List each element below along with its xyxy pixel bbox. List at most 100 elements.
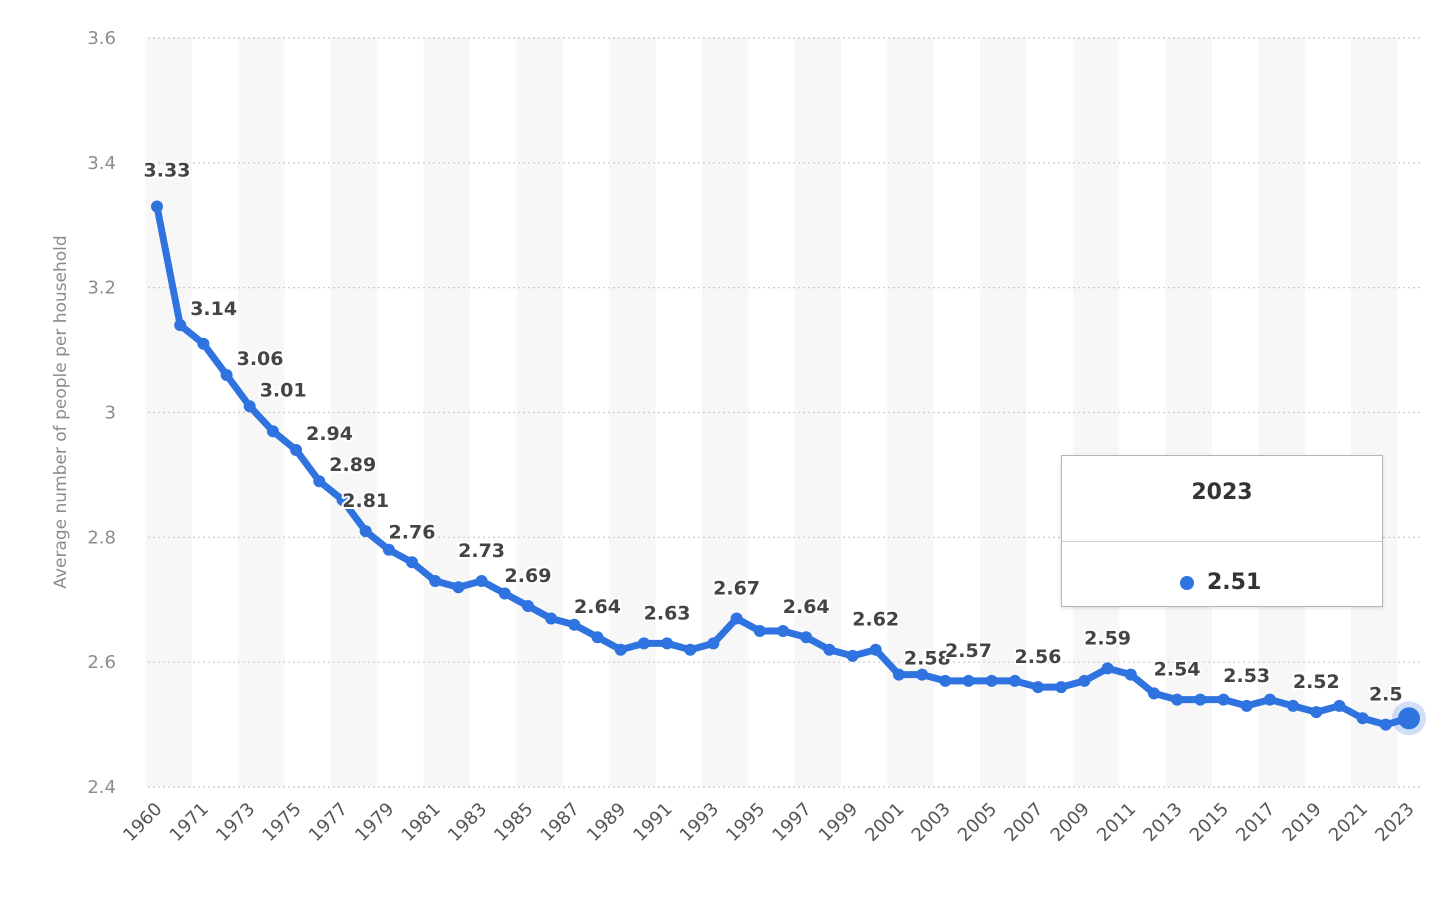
tooltip-value: 2.51 — [1207, 570, 1262, 595]
x-tick-label: 1975 — [258, 799, 305, 846]
data-point[interactable] — [1078, 674, 1091, 687]
data-point[interactable] — [1379, 718, 1392, 731]
tooltip-title: 2023 — [1191, 480, 1253, 505]
data-point[interactable] — [406, 556, 418, 569]
highlighted-point[interactable] — [1398, 707, 1420, 730]
data-point[interactable] — [151, 200, 163, 213]
data-point[interactable] — [1240, 699, 1253, 712]
data-point[interactable] — [1217, 693, 1230, 706]
data-point[interactable] — [1333, 699, 1346, 712]
data-point[interactable] — [475, 575, 488, 587]
x-tick-label: 2021 — [1325, 799, 1372, 846]
x-tick-label: 1971 — [166, 799, 213, 846]
y-tick-label: 3 — [105, 403, 116, 424]
data-label: 2.63 — [644, 602, 691, 624]
data-point[interactable] — [568, 618, 581, 631]
data-point[interactable] — [846, 649, 859, 662]
x-tick-label: 1991 — [629, 799, 676, 846]
data-point[interactable] — [545, 612, 558, 625]
x-tick-label: 2003 — [908, 799, 955, 846]
x-tick-label: 1997 — [768, 799, 815, 846]
data-point[interactable] — [1171, 693, 1184, 706]
data-point[interactable] — [730, 612, 743, 625]
x-tick-label: 1989 — [583, 799, 630, 846]
data-point[interactable] — [266, 425, 279, 438]
x-tick-label: 2023 — [1371, 799, 1418, 846]
data-point[interactable] — [1032, 681, 1044, 694]
data-point[interactable] — [753, 625, 766, 637]
background-band — [1072, 38, 1120, 787]
data-point[interactable] — [1101, 662, 1114, 675]
data-point[interactable] — [1148, 687, 1160, 700]
data-point[interactable] — [962, 674, 975, 687]
y-tick-label: 2.4 — [87, 777, 116, 798]
x-tick-label: 1985 — [490, 799, 537, 846]
data-point[interactable] — [313, 475, 326, 488]
data-point[interactable] — [1263, 693, 1276, 706]
x-tick-label: 1993 — [676, 799, 723, 846]
x-tick-label: 1995 — [722, 799, 769, 846]
x-tick-label: 2001 — [861, 799, 908, 846]
data-point[interactable] — [1287, 699, 1300, 712]
series-dot-icon — [1180, 575, 1194, 590]
data-point[interactable] — [290, 444, 303, 456]
x-tick-label: 1981 — [398, 799, 445, 846]
x-tick-label: 2019 — [1279, 799, 1326, 846]
data-point[interactable] — [1055, 681, 1068, 694]
data-point[interactable] — [197, 337, 210, 350]
data-point[interactable] — [916, 668, 929, 681]
y-tick-label: 3.4 — [87, 153, 116, 174]
data-point[interactable] — [452, 581, 465, 594]
x-tick-label: 1960 — [119, 799, 166, 846]
x-tick-label: 1973 — [212, 799, 259, 846]
data-point[interactable] — [777, 625, 789, 637]
data-label: 3.33 — [144, 160, 191, 182]
data-point[interactable] — [985, 674, 998, 687]
data-point[interactable] — [429, 575, 442, 587]
data-label: 2.58 — [904, 648, 951, 670]
x-tick-label: 2005 — [954, 799, 1001, 846]
data-point[interactable] — [1008, 674, 1021, 687]
data-point[interactable] — [707, 637, 720, 650]
data-point[interactable] — [1356, 712, 1369, 725]
data-point[interactable] — [661, 637, 674, 650]
data-label: 2.81 — [342, 490, 389, 512]
tooltip-row: 2.51 — [1180, 570, 1261, 595]
background-band — [423, 38, 470, 787]
data-label: 2.57 — [945, 640, 992, 662]
data-point[interactable] — [336, 493, 349, 506]
data-point[interactable] — [220, 369, 233, 381]
data-label: 2.64 — [783, 596, 830, 618]
data-point[interactable] — [614, 643, 627, 656]
background-band — [887, 38, 934, 787]
data-label: 2.64 — [574, 596, 621, 618]
data-point[interactable] — [823, 643, 836, 656]
data-point[interactable] — [1310, 706, 1323, 719]
y-tick-label: 2.6 — [87, 652, 116, 673]
data-point[interactable] — [892, 668, 905, 681]
data-point[interactable] — [174, 319, 187, 332]
data-point[interactable] — [939, 674, 952, 687]
data-point[interactable] — [243, 400, 256, 413]
data-point[interactable] — [800, 631, 813, 644]
data-point[interactable] — [359, 525, 372, 538]
x-tick-label: 1999 — [815, 799, 862, 846]
data-point[interactable] — [1194, 693, 1207, 706]
data-label: 2.69 — [505, 565, 552, 587]
data-point[interactable] — [591, 631, 604, 644]
data-point[interactable] — [1124, 668, 1137, 681]
data-point[interactable] — [382, 543, 395, 556]
data-point[interactable] — [869, 643, 882, 656]
background-band — [238, 38, 285, 787]
data-label: 2.56 — [1015, 646, 1062, 668]
data-label: 2.53 — [1223, 665, 1270, 687]
data-point[interactable] — [522, 600, 534, 612]
data-point[interactable] — [637, 637, 650, 650]
background-band — [609, 38, 656, 787]
data-point[interactable] — [498, 587, 511, 600]
data-point[interactable] — [684, 643, 697, 656]
x-tick-label: 2011 — [1093, 799, 1140, 846]
y-tick-label: 2.8 — [87, 527, 116, 548]
data-label: 2.5 — [1369, 684, 1403, 706]
